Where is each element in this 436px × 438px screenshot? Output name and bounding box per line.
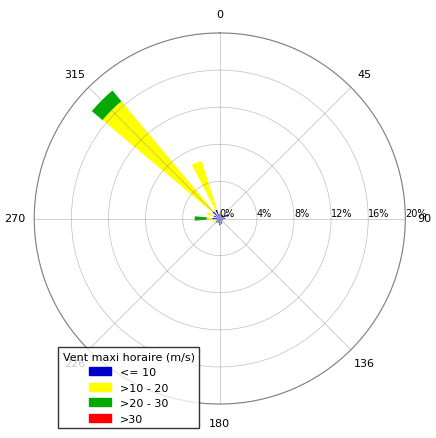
Bar <box>220 219 223 221</box>
Bar <box>192 162 217 211</box>
Bar <box>228 214 230 216</box>
Bar <box>223 215 224 216</box>
Bar <box>219 214 220 219</box>
Bar <box>92 92 121 121</box>
Bar <box>214 216 220 219</box>
Bar <box>212 220 217 223</box>
Legend: <= 10, >10 - 20, >20 - 30, >30: <= 10, >10 - 20, >20 - 30, >30 <box>58 347 199 428</box>
Bar <box>223 220 224 221</box>
Bar <box>214 223 216 225</box>
Bar <box>219 212 221 214</box>
Bar <box>220 215 221 219</box>
Bar <box>219 219 220 226</box>
Bar <box>220 215 228 219</box>
Bar <box>218 219 220 223</box>
Bar <box>195 217 207 221</box>
Bar <box>216 219 220 221</box>
Bar <box>220 215 223 219</box>
Bar <box>220 219 222 224</box>
Bar <box>207 218 212 220</box>
Bar <box>215 210 220 219</box>
Bar <box>213 212 220 219</box>
Bar <box>221 213 223 216</box>
Bar <box>102 102 214 213</box>
Bar <box>207 212 214 217</box>
Bar <box>220 219 223 222</box>
Bar <box>215 219 220 223</box>
